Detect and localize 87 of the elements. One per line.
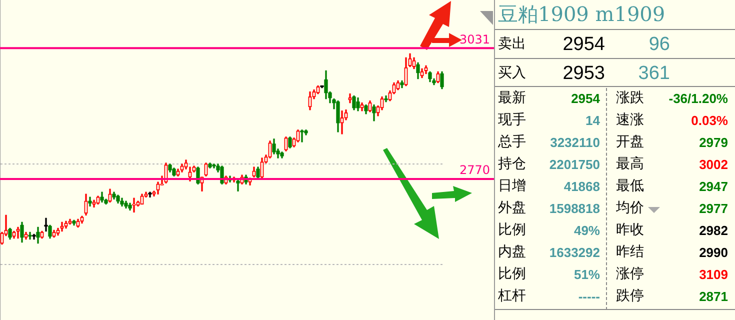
text: 2982 — [699, 223, 728, 238]
candlestick — [424, 65, 428, 74]
text: 2977 — [699, 201, 728, 216]
text: 2947 — [699, 179, 728, 194]
text: -36/1.20% — [668, 91, 728, 106]
text: 昨结 — [616, 244, 644, 260]
text: 内盘 — [498, 244, 526, 260]
text: 总手 — [498, 134, 526, 150]
text: 日增 — [498, 178, 526, 194]
candlestick — [404, 57, 408, 86]
text: 杠杆 — [498, 288, 526, 304]
text: 14 — [586, 113, 600, 128]
text: 跌停 — [616, 288, 644, 304]
candlestick — [132, 198, 136, 212]
candlestick — [300, 130, 304, 142]
text: 2954 — [562, 34, 605, 55]
text: 最高 — [616, 156, 644, 172]
candlestick — [340, 110, 344, 134]
candlestick — [436, 71, 440, 84]
text: 涨跌 — [616, 90, 644, 106]
text: 2201750 — [549, 157, 600, 172]
candlestick — [64, 220, 68, 229]
text: 外盘 — [498, 200, 526, 216]
candlestick — [412, 57, 416, 70]
text: 3109 — [699, 267, 728, 282]
candlestick — [348, 93, 352, 104]
text: 361 — [638, 63, 670, 84]
text: 比例 — [498, 266, 526, 282]
candlestick — [108, 188, 112, 202]
text: 0.03% — [691, 113, 728, 128]
candlestick — [396, 80, 400, 90]
candlestick — [24, 232, 28, 240]
candlestick — [16, 226, 20, 239]
candlestick — [96, 196, 100, 204]
candlestick — [140, 194, 144, 204]
candlestick — [368, 100, 372, 112]
candlestick — [92, 200, 96, 208]
candlestick — [360, 102, 364, 112]
candlestick — [260, 158, 264, 178]
candlestick — [188, 166, 192, 182]
text: 2871 — [699, 289, 728, 304]
ref-line-label: 2770 — [459, 163, 490, 178]
candlestick — [252, 166, 256, 178]
text: 涨停 — [616, 266, 644, 282]
text: 96 — [648, 34, 670, 55]
text: 比例 — [498, 222, 526, 238]
text: 1598818 — [549, 201, 600, 216]
candlestick — [76, 218, 80, 228]
candlestick — [68, 218, 72, 225]
text: 2954 — [571, 91, 600, 106]
candlestick — [156, 182, 160, 194]
text: 2979 — [699, 135, 728, 150]
text: 昨收 — [616, 222, 644, 238]
text: 开盘 — [616, 134, 644, 150]
text: ----- — [578, 289, 600, 304]
text: 49% — [574, 223, 600, 238]
candlestick — [308, 91, 312, 110]
text: 现手 — [498, 112, 526, 128]
text: 速涨 — [616, 112, 644, 128]
text: 2990 — [699, 245, 728, 260]
ref-line-label: 3031 — [459, 32, 490, 46]
candlestick — [204, 162, 208, 176]
text: 豆粕1909 m1909 — [498, 2, 666, 26]
text: 均价 — [616, 200, 644, 216]
text: 卖出 — [498, 36, 526, 52]
text: 买入 — [498, 65, 526, 81]
candlestick — [420, 68, 424, 78]
candlestick — [180, 164, 184, 172]
candlestick — [52, 230, 56, 238]
candlestick — [40, 230, 44, 239]
text: 最低 — [616, 178, 644, 194]
text: 1633292 — [549, 245, 600, 260]
candlestick — [384, 95, 388, 102]
candlestick — [28, 232, 32, 240]
text: 41868 — [564, 179, 600, 194]
text: 最新 — [498, 90, 526, 106]
candlestick — [44, 218, 48, 232]
candlestick — [84, 194, 88, 216]
text: 2953 — [562, 63, 605, 84]
candlestick — [284, 136, 288, 152]
text: 3232110 — [550, 135, 600, 150]
candlestick — [80, 216, 84, 224]
text: 持仓 — [498, 156, 526, 172]
candlestick — [12, 230, 16, 239]
candlestick — [60, 222, 64, 232]
text: 51% — [574, 267, 600, 282]
text: 3002 — [699, 157, 728, 172]
